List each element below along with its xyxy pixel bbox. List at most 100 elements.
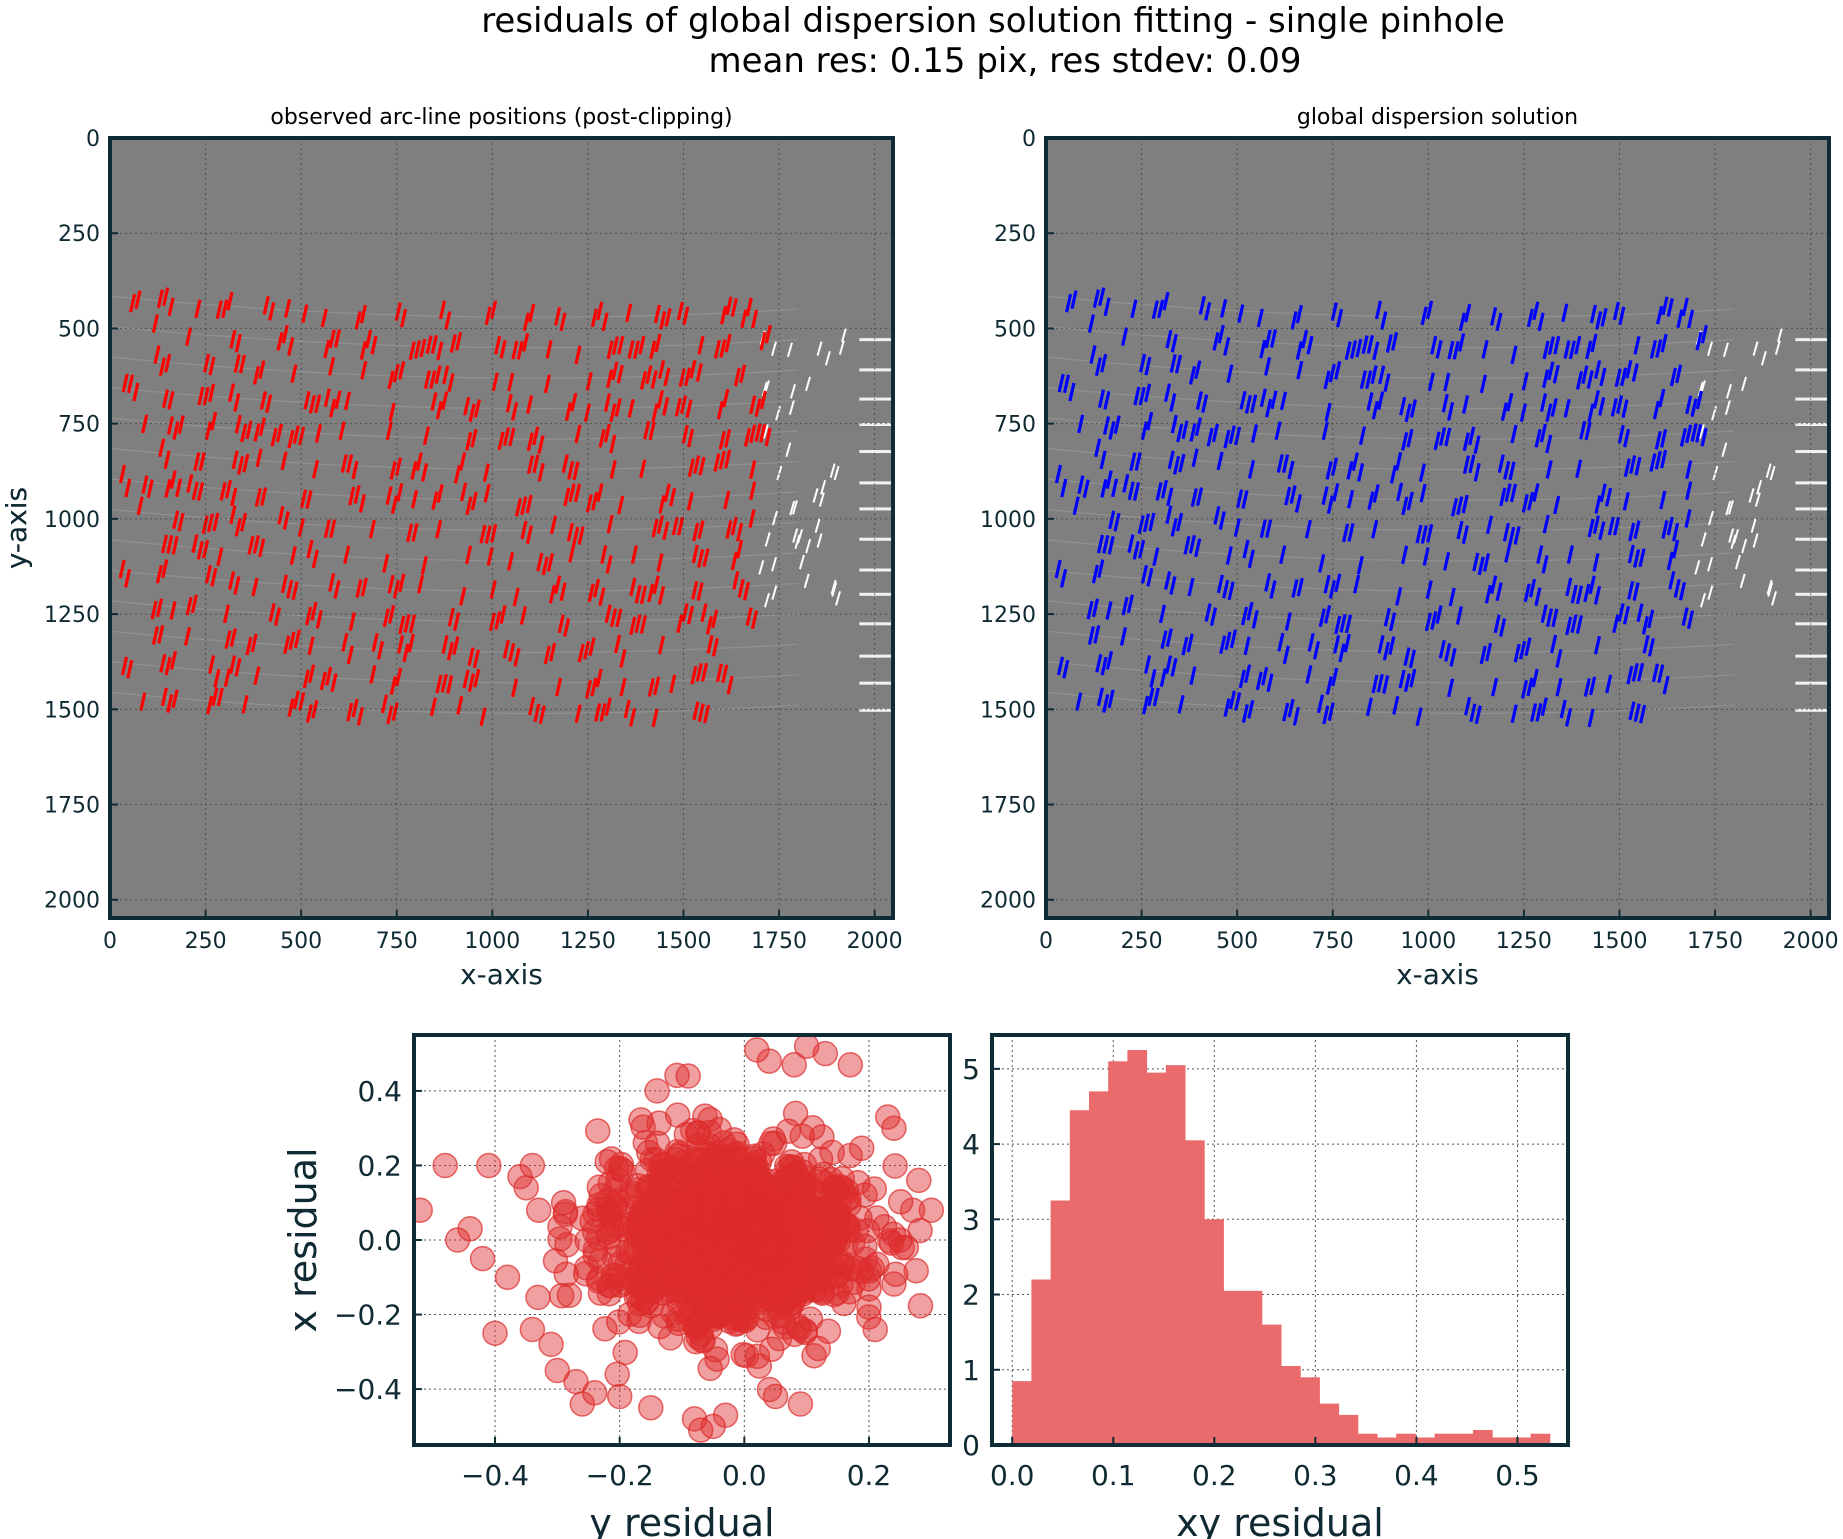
scatter-point <box>592 1316 618 1342</box>
line-position-mark <box>415 452 423 472</box>
line-position-mark <box>473 668 481 688</box>
line-position-mark <box>1575 459 1583 479</box>
scatter-point <box>606 1309 632 1335</box>
line-position-mark <box>1097 559 1105 578</box>
line-position-mark <box>726 675 734 695</box>
scatter-point <box>651 1303 677 1329</box>
line-position-mark <box>1082 479 1090 499</box>
line-position-mark <box>1563 398 1571 418</box>
line-position-mark <box>268 603 276 622</box>
line-position-mark <box>1103 391 1111 410</box>
line-position-mark <box>231 450 239 470</box>
line-position-mark <box>398 615 406 635</box>
line-position-mark <box>615 608 623 628</box>
scatter-point <box>907 1293 934 1319</box>
line-position-mark <box>739 364 747 384</box>
line-position-mark <box>430 392 438 411</box>
line-position-mark <box>398 361 406 380</box>
line-position-mark <box>219 482 227 501</box>
line-position-mark <box>730 298 738 317</box>
line-position-mark <box>359 341 367 360</box>
line-position-mark <box>1159 668 1167 687</box>
line-position-mark <box>430 335 438 354</box>
line-position-mark <box>446 675 454 694</box>
line-position-mark <box>348 486 356 506</box>
line-position-mark <box>1661 520 1669 539</box>
line-position-mark <box>1334 615 1342 635</box>
line-position-mark <box>1163 383 1172 403</box>
line-position-mark <box>155 564 163 584</box>
line-position-mark <box>1266 673 1274 693</box>
line-position-mark <box>1243 636 1251 656</box>
edge-streak <box>859 423 893 427</box>
line-position-mark <box>169 601 177 620</box>
line-position-mark <box>638 335 646 355</box>
scatter-point <box>812 1040 839 1067</box>
line-position-mark <box>288 631 296 651</box>
line-position-mark <box>1547 361 1555 381</box>
line-position-mark <box>1119 627 1128 646</box>
line-position-mark <box>328 573 336 592</box>
line-position-mark <box>343 391 352 411</box>
line-position-mark <box>446 641 454 661</box>
line-position-mark <box>224 630 232 650</box>
line-position-mark <box>1448 587 1456 607</box>
edge-streak <box>859 338 893 342</box>
line-position-mark <box>1647 609 1655 629</box>
line-position-mark <box>609 403 617 423</box>
line-position-mark <box>305 606 313 626</box>
line-position-mark <box>574 424 582 444</box>
line-position-mark <box>1290 311 1298 330</box>
line-position-mark <box>1409 399 1417 418</box>
line-position-mark <box>385 486 393 505</box>
line-position-mark <box>159 653 167 673</box>
line-position-mark <box>754 423 762 442</box>
line-position-mark <box>1157 299 1165 319</box>
line-position-mark <box>1599 483 1607 503</box>
line-position-mark <box>290 364 298 384</box>
line-position-mark <box>730 516 738 536</box>
line-position-mark <box>1148 512 1156 532</box>
order-trace <box>1046 447 1735 471</box>
line-position-mark <box>355 579 363 598</box>
line-position-mark <box>1388 636 1396 655</box>
line-position-mark <box>537 462 545 482</box>
histogram-bar <box>1261 1324 1282 1445</box>
line-position-mark <box>671 516 679 536</box>
line-position-mark <box>341 632 349 652</box>
line-position-mark <box>1419 483 1427 503</box>
line-position-mark <box>1250 394 1258 414</box>
scatter-point <box>683 1328 709 1355</box>
arc-line-mark <box>818 492 825 507</box>
line-position-mark <box>1344 341 1352 361</box>
line-position-mark <box>1605 674 1613 694</box>
line-position-mark <box>358 494 366 513</box>
line-position-mark <box>1656 305 1664 325</box>
line-position-mark <box>1510 704 1518 724</box>
line-position-mark <box>237 455 245 475</box>
line-position-mark <box>164 353 172 373</box>
line-position-mark <box>1499 618 1507 637</box>
line-position-mark <box>1524 637 1532 657</box>
line-position-mark <box>1224 631 1232 651</box>
line-position-mark <box>1343 633 1351 653</box>
line-position-mark <box>193 452 201 472</box>
edge-streak <box>1795 708 1829 712</box>
line-position-mark <box>724 333 732 353</box>
line-position-mark <box>1593 586 1602 605</box>
y-tick-label: 1 <box>962 1354 980 1387</box>
line-position-mark <box>669 674 677 694</box>
line-position-mark <box>1330 457 1339 477</box>
scatter-point <box>831 1210 857 1237</box>
line-position-mark <box>634 614 642 634</box>
line-position-mark <box>1264 573 1272 592</box>
line-position-mark <box>1204 302 1212 321</box>
line-position-mark <box>1575 371 1584 390</box>
line-position-mark <box>365 329 373 349</box>
line-position-mark <box>1534 587 1542 607</box>
line-position-mark <box>1094 438 1102 458</box>
line-position-mark <box>343 545 351 565</box>
line-position-mark <box>676 614 684 634</box>
edge-streak <box>1795 537 1829 541</box>
edge-streak <box>1795 450 1829 454</box>
